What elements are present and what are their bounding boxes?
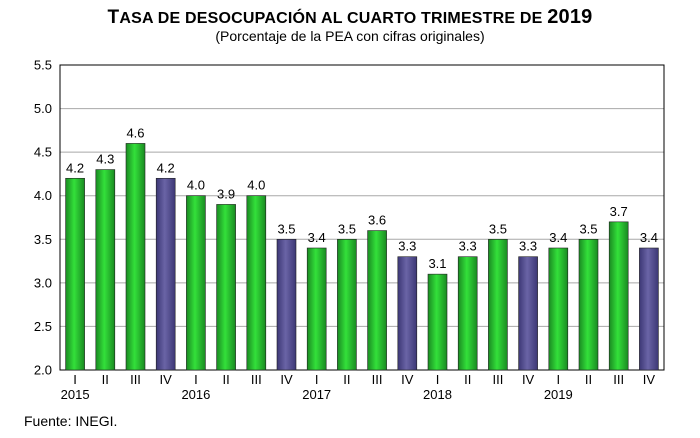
x-tick-label: II [585,372,592,387]
y-tick-label: 4.5 [34,145,52,160]
data-label: 3.3 [519,239,537,254]
bar [337,238,357,371]
title-year: 2019 [547,6,593,28]
data-label: 3.4 [308,230,326,245]
x-tick-label: III [251,372,262,387]
y-tick-label: 5.0 [34,101,52,116]
x-tick-label: IV [522,372,535,387]
year-label: 2015 [61,387,90,402]
x-tick-label: I [436,372,440,387]
data-label: 4.2 [157,160,175,175]
x-tick-label: III [372,372,383,387]
y-tick-label: 2.0 [34,363,52,378]
bar [216,204,236,371]
bar [548,247,569,371]
x-tick-label: III [130,372,141,387]
data-label: 3.5 [579,221,597,236]
bar [186,195,206,371]
x-tick-label: II [464,372,471,387]
x-tick-label: II [222,372,229,387]
year-label: 2019 [544,387,573,402]
x-tick-label: I [315,372,319,387]
x-tick-label: III [492,372,503,387]
data-label: 3.1 [428,256,446,271]
data-label: 4.0 [247,178,265,193]
year-label: 2016 [181,387,210,402]
bar [367,230,387,371]
x-tick-label: IV [401,372,414,387]
data-label: 3.5 [489,221,507,236]
data-label: 3.5 [277,221,295,236]
title-initial: T [107,7,120,28]
chart-subtitle: (Porcentaje de la PEA con cifras origina… [215,28,485,44]
bar [246,195,267,371]
bar [276,238,297,371]
data-label: 3.7 [610,204,628,219]
y-tick-label: 4.0 [34,188,52,203]
y-tick-label: 3.0 [34,275,52,290]
data-label: 3.9 [217,186,235,201]
bar [65,177,85,371]
y-tick-label: 3.5 [34,232,52,247]
bar [125,143,146,371]
year-label: 2017 [302,387,331,402]
data-label: 3.3 [459,239,477,254]
data-label: 4.3 [96,152,114,167]
bar [427,273,448,371]
x-tick-label: II [343,372,350,387]
bar [397,256,418,371]
data-label: 3.4 [640,230,658,245]
x-tick-label: IV [280,372,293,387]
x-tick-label: II [102,372,109,387]
plot-frame [59,64,665,371]
x-tick-label: IV [160,372,173,387]
data-label: 3.4 [549,230,567,245]
bar [578,238,599,371]
x-tick-label: I [556,372,560,387]
data-label: 4.2 [66,160,84,175]
data-label: 4.0 [187,178,205,193]
bar [306,247,327,371]
bar [608,221,629,371]
x-tick-label: I [194,372,198,387]
bar [488,238,508,371]
bar [95,169,116,371]
y-tick-label: 2.5 [34,319,52,334]
data-label: 3.3 [398,239,416,254]
data-label: 3.6 [368,213,386,228]
bar [518,256,538,371]
x-tick-label: I [73,372,77,387]
x-tick-label: IV [643,372,656,387]
data-label: 3.5 [338,221,356,236]
x-tick-label: III [613,372,624,387]
bar [155,177,176,371]
chart-title: TASA DE DESOCUPACIÓN AL CUARTO TRIMESTRE… [0,6,700,29]
bar [639,247,659,371]
bar [457,256,478,371]
title-main: ASA DE DESOCUPACIÓN AL CUARTO TRIMESTRE … [119,10,548,27]
y-tick-label: 5.5 [34,58,52,73]
source-note: Fuente: INEGI. [24,413,118,429]
data-label: 4.6 [126,125,144,140]
year-label: 2018 [423,387,452,402]
